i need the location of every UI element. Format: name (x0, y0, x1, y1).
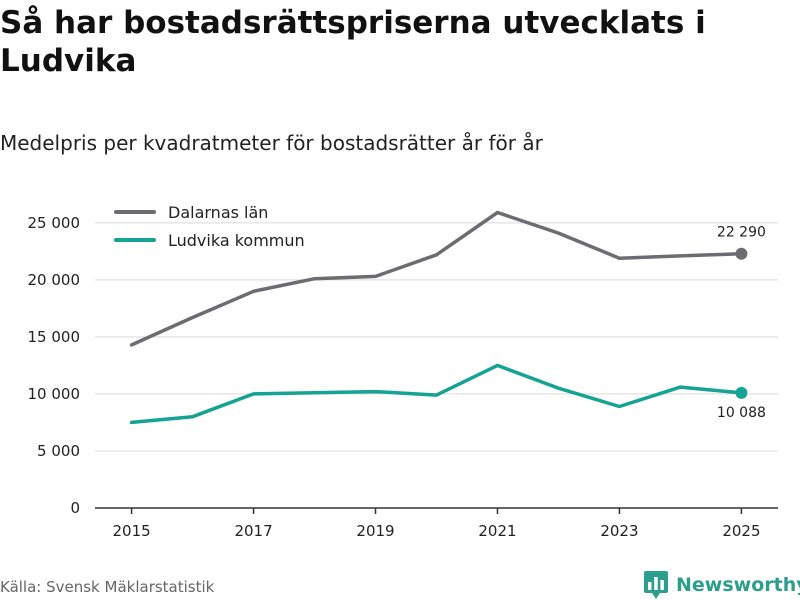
line-chart: 0 5 000 10 000 15 000 20 000 25 000 2015 2017 20… (28, 203, 778, 540)
y-tick-label: 0 (70, 499, 80, 517)
series-end-point-0 (735, 247, 748, 260)
y-tick-label: 5 000 (37, 442, 80, 460)
x-tick-label: 2025 (722, 522, 760, 540)
y-tick-label: 15 000 (28, 328, 81, 346)
x-tick-label: 2023 (600, 522, 638, 540)
chart-title: Så har bostadsrättspriserna utvecklats i… (0, 5, 706, 79)
brand-name: Newsworthy (676, 574, 800, 596)
x-tick-label: 2019 (356, 522, 394, 540)
data-label-0: 22 290 (717, 225, 766, 241)
series-end-point-1 (735, 386, 748, 399)
data-label-1: 10 088 (717, 405, 766, 421)
chart-subtitle: Medelpris per kvadratmeter för bostadsrä… (0, 131, 543, 155)
y-tick-label: 20 000 (28, 271, 81, 289)
legend-label-1: Ludvika kommun (168, 231, 305, 250)
brand-logo: Newsworthy (644, 570, 800, 600)
y-tick-label: 25 000 (28, 214, 81, 232)
source-note: Källa: Svensk Mäklarstatistik (0, 578, 215, 596)
legend-label-0: Dalarnas län (168, 203, 268, 222)
bar-chart-icon (644, 571, 668, 599)
series-line-1 (129, 363, 744, 425)
x-tick-label: 2021 (478, 522, 516, 540)
series-line-0 (129, 210, 744, 347)
y-tick-label: 10 000 (28, 385, 81, 403)
x-tick-label: 2015 (112, 522, 150, 540)
x-tick-label: 2017 (234, 522, 272, 540)
